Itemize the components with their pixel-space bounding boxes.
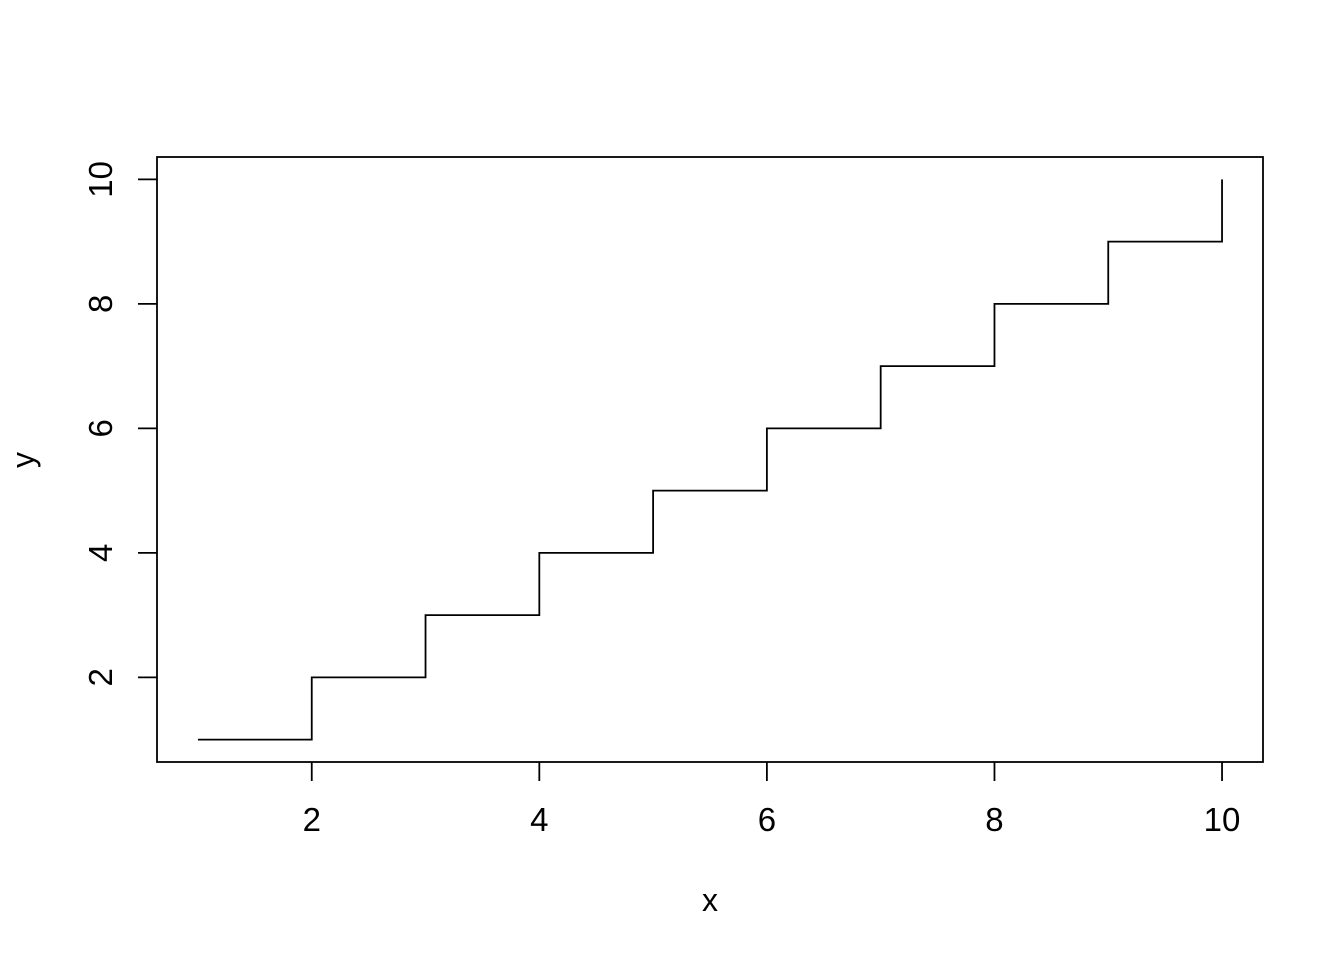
svg-text:6: 6	[82, 419, 119, 437]
svg-text:y: y	[5, 452, 41, 468]
svg-text:10: 10	[82, 161, 119, 198]
svg-text:8: 8	[985, 801, 1003, 838]
svg-text:4: 4	[530, 801, 548, 838]
svg-text:2: 2	[82, 668, 119, 686]
svg-text:10: 10	[1204, 801, 1241, 838]
svg-text:2: 2	[303, 801, 321, 838]
svg-text:x: x	[702, 882, 718, 918]
svg-text:6: 6	[758, 801, 776, 838]
svg-text:8: 8	[82, 295, 119, 313]
svg-text:4: 4	[82, 544, 119, 562]
